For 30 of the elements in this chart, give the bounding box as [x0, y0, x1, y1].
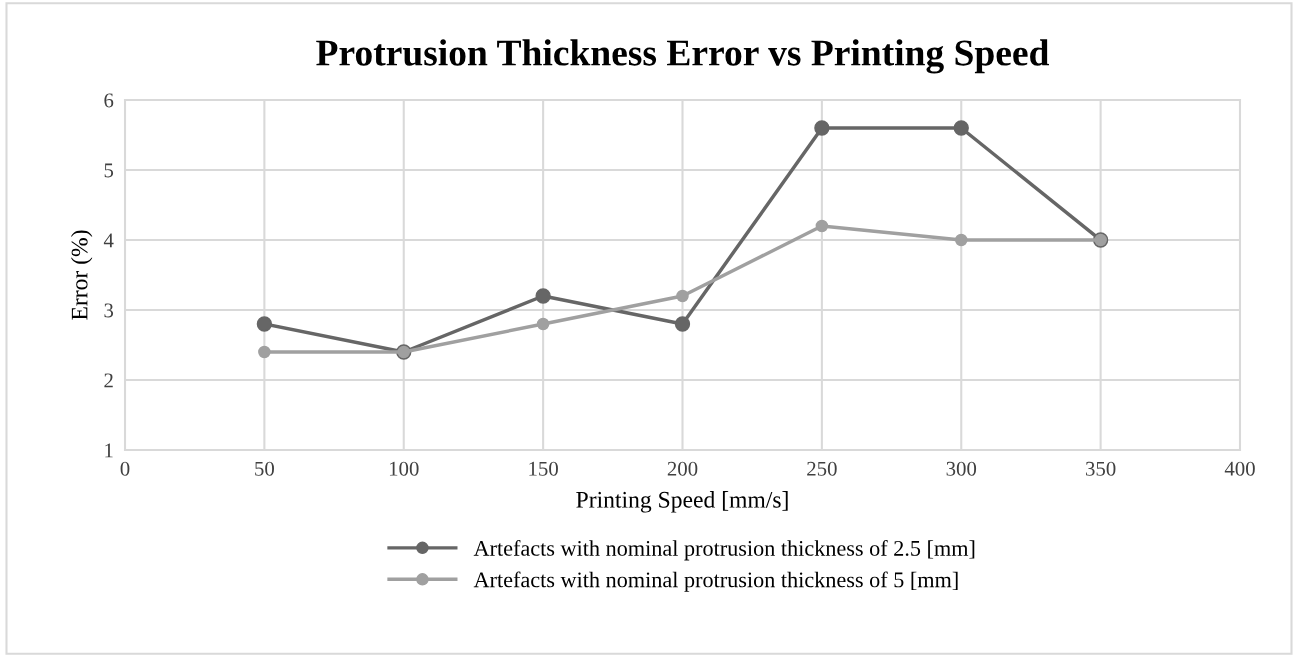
- y-tick-label: 6: [104, 93, 114, 108]
- y-tick-label: 2: [104, 373, 113, 388]
- x-tick-label: 200: [667, 461, 698, 476]
- x-tick-label: 350: [1086, 461, 1116, 476]
- point: [815, 219, 829, 233]
- x-tick-label: 300: [946, 461, 977, 476]
- x-tick-label: 0: [120, 461, 130, 476]
- y-tick-label: 1: [105, 443, 113, 458]
- x-tick-label: 50: [255, 461, 274, 476]
- x-tick-label: 400: [1224, 461, 1255, 476]
- y-tick-label: 4: [103, 233, 114, 248]
- point: [674, 316, 691, 332]
- point: [535, 288, 551, 304]
- point: [258, 345, 271, 359]
- y-axis-title: Error (%): [70, 230, 93, 320]
- point: [256, 316, 273, 332]
- legend-label: Artefacts with nominal protrusion thickness of 5 [mm]: [473, 571, 958, 592]
- legend-label: Artefacts with nominal protrusion thickness of 2.5 [mm]: [473, 540, 975, 561]
- point: [954, 233, 968, 247]
- y-tick-label: 5: [104, 163, 114, 178]
- x-tick-label: 150: [529, 461, 558, 476]
- x-axis-title: Printing Speed [mm/s]: [576, 491, 788, 513]
- point: [536, 317, 550, 331]
- point: [814, 120, 830, 136]
- x-tick-label: 250: [807, 461, 837, 476]
- x-tick-label: 100: [389, 461, 419, 476]
- point: [953, 120, 969, 136]
- point: [676, 289, 689, 303]
- y-tick-label: 3: [104, 303, 114, 318]
- chart-title: Protrusion Thickness Error vs Printing Speed: [316, 39, 1050, 74]
